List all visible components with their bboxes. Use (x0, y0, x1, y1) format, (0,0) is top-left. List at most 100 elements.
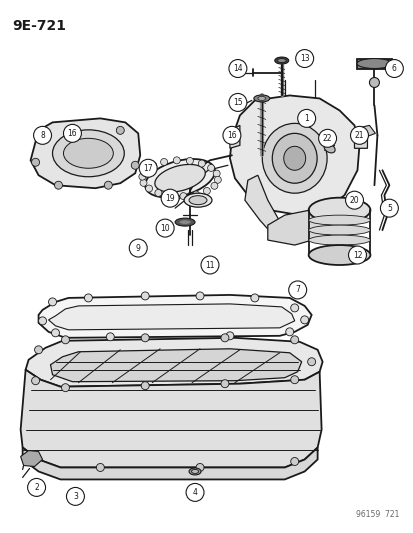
Circle shape (104, 181, 112, 189)
Circle shape (221, 379, 228, 387)
Circle shape (141, 382, 149, 390)
Ellipse shape (52, 130, 124, 177)
Circle shape (141, 334, 149, 342)
Circle shape (210, 182, 217, 189)
Circle shape (150, 162, 157, 169)
Circle shape (345, 191, 363, 209)
Polygon shape (267, 210, 329, 245)
Text: 4: 4 (192, 488, 197, 497)
Circle shape (48, 298, 56, 306)
Circle shape (196, 464, 204, 472)
Circle shape (38, 317, 46, 325)
Circle shape (116, 126, 124, 134)
Circle shape (141, 292, 149, 300)
Polygon shape (356, 125, 375, 139)
Circle shape (31, 158, 40, 166)
Circle shape (33, 126, 51, 144)
Text: 6: 6 (391, 64, 396, 73)
Ellipse shape (323, 144, 335, 153)
Polygon shape (229, 125, 239, 148)
Circle shape (368, 77, 378, 87)
Circle shape (214, 176, 221, 183)
Text: 11: 11 (205, 261, 214, 270)
Circle shape (55, 181, 62, 189)
Ellipse shape (308, 245, 370, 265)
Circle shape (131, 161, 139, 169)
Circle shape (145, 185, 152, 192)
Circle shape (62, 384, 69, 392)
Circle shape (138, 173, 145, 180)
Circle shape (380, 199, 397, 217)
Text: 20: 20 (349, 196, 358, 205)
Circle shape (250, 294, 258, 302)
Circle shape (161, 189, 179, 207)
Circle shape (129, 239, 147, 257)
Ellipse shape (145, 159, 214, 198)
Circle shape (186, 157, 193, 164)
Ellipse shape (179, 220, 190, 224)
Circle shape (297, 109, 315, 127)
Circle shape (156, 219, 174, 237)
Ellipse shape (308, 215, 370, 225)
Polygon shape (23, 448, 317, 480)
Circle shape (106, 333, 114, 341)
Polygon shape (31, 118, 140, 188)
Text: 1: 1 (304, 114, 308, 123)
Circle shape (228, 60, 246, 77)
Circle shape (203, 188, 210, 195)
Circle shape (185, 483, 204, 502)
Circle shape (290, 457, 298, 465)
Circle shape (221, 334, 228, 342)
Text: 19: 19 (165, 193, 175, 203)
Ellipse shape (283, 147, 305, 170)
Ellipse shape (308, 225, 370, 235)
Ellipse shape (262, 123, 326, 193)
Polygon shape (26, 338, 322, 386)
Text: 14: 14 (233, 64, 242, 73)
Circle shape (66, 487, 84, 505)
Polygon shape (357, 59, 392, 69)
Text: 12: 12 (352, 251, 361, 260)
Text: 10: 10 (160, 224, 170, 232)
Circle shape (288, 281, 306, 299)
Ellipse shape (356, 59, 391, 69)
Text: 22: 22 (322, 134, 332, 143)
Circle shape (295, 50, 313, 68)
Text: 2: 2 (34, 483, 39, 492)
Circle shape (31, 377, 40, 385)
Circle shape (201, 256, 218, 274)
Circle shape (290, 336, 298, 344)
Polygon shape (165, 185, 183, 205)
Circle shape (285, 328, 293, 336)
Polygon shape (21, 450, 43, 466)
Circle shape (228, 93, 246, 111)
Circle shape (290, 376, 298, 384)
Circle shape (28, 479, 45, 496)
Circle shape (198, 160, 205, 167)
Circle shape (41, 128, 50, 136)
Polygon shape (21, 370, 321, 467)
Ellipse shape (191, 470, 198, 473)
Polygon shape (229, 95, 358, 215)
Text: 3: 3 (73, 492, 78, 501)
Circle shape (166, 192, 173, 199)
Circle shape (154, 189, 161, 197)
Ellipse shape (175, 218, 195, 226)
Circle shape (62, 336, 69, 344)
Ellipse shape (154, 165, 205, 192)
Circle shape (192, 191, 199, 198)
Ellipse shape (308, 235, 370, 245)
Ellipse shape (257, 96, 265, 100)
Text: 5: 5 (386, 204, 391, 213)
Circle shape (139, 159, 157, 177)
Text: 16: 16 (227, 131, 236, 140)
Ellipse shape (272, 133, 316, 183)
Circle shape (142, 167, 149, 174)
Text: 7: 7 (294, 286, 299, 294)
Text: 17: 17 (143, 164, 153, 173)
Circle shape (348, 246, 366, 264)
Circle shape (307, 358, 315, 366)
Circle shape (350, 126, 368, 144)
Ellipse shape (253, 95, 269, 102)
Text: 16: 16 (67, 129, 77, 138)
